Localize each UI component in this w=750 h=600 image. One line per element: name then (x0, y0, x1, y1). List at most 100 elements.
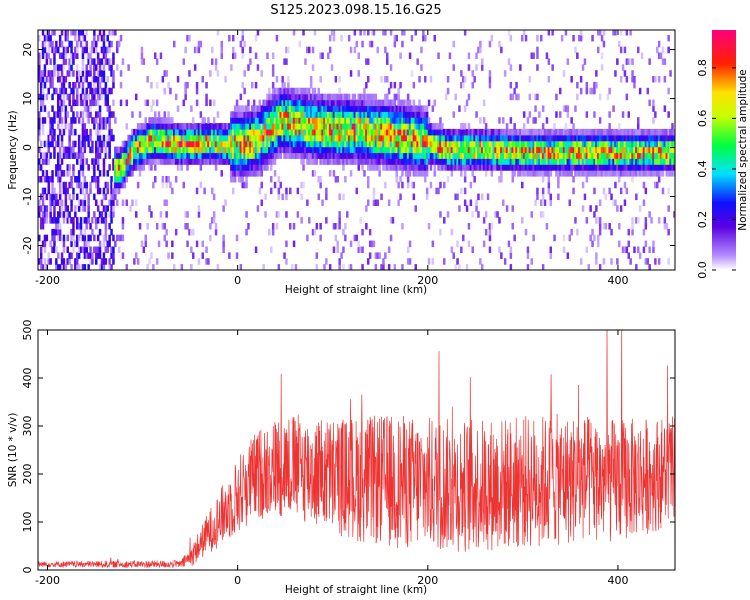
heatmap-cell (652, 246, 655, 253)
heatmap-cell (273, 87, 277, 95)
heatmap-cell (91, 58, 94, 65)
heatmap-cell (38, 146, 41, 154)
heatmap-cell (450, 134, 454, 142)
heatmap-cell (230, 164, 233, 171)
heatmap-cell (98, 252, 102, 259)
heatmap-cell (663, 140, 667, 148)
heatmap-cell (414, 152, 417, 159)
heatmap-cell (583, 58, 587, 65)
heatmap-cell (564, 146, 568, 154)
heatmap-cell (646, 140, 649, 148)
heatmap-cell (41, 199, 45, 206)
heatmap-cell (45, 76, 49, 83)
heatmap-cell (167, 111, 170, 118)
heatmap-cell (458, 146, 461, 154)
heatmap-cell (315, 146, 319, 154)
heatmap-cell (62, 76, 66, 83)
heatmap-cell (53, 187, 56, 195)
heatmap-cell (64, 58, 68, 65)
heatmap-cell (330, 99, 334, 107)
heatmap-cell (591, 128, 594, 136)
heatmap-cell (62, 170, 66, 177)
heatmap-cell (77, 146, 81, 154)
heatmap-cell (241, 117, 244, 124)
heatmap-cell (300, 152, 303, 159)
heatmap-cell (152, 140, 155, 148)
heatmap-cell (102, 117, 106, 124)
heatmap-cell (95, 87, 98, 95)
heatmap-cell (123, 181, 127, 189)
heatmap-cell (635, 170, 638, 177)
heatmap-cell (488, 70, 492, 77)
heatmap-cell (456, 134, 459, 142)
heatmap-cell (540, 34, 543, 42)
heatmap-cell (214, 152, 218, 159)
heatmap-cell (372, 193, 376, 201)
heatmap-cell (405, 134, 408, 142)
heatmap-cell (408, 128, 412, 136)
heatmap-cell (155, 134, 159, 142)
heatmap-cell (95, 246, 98, 253)
heatmap-cell (536, 158, 539, 165)
heatmap-cell (321, 199, 324, 206)
heatmap-cell (433, 164, 436, 171)
heatmap-cell (58, 99, 62, 107)
heatmap-cell (68, 128, 71, 136)
heatmap-cell (93, 34, 96, 42)
heatmap-cell (150, 128, 153, 136)
heatmap-cell (197, 123, 201, 130)
heatmap-cell (319, 134, 322, 142)
heatmap-cell (650, 170, 653, 177)
heatmap-cell (214, 164, 218, 171)
heatmap-cell (277, 105, 281, 112)
heatmap-cell (635, 193, 638, 201)
heatmap-cell (96, 123, 100, 130)
heatmap-cell (446, 87, 450, 95)
heatmap-cell (393, 105, 397, 112)
heatmap-cell (463, 170, 467, 177)
heatmap-cell (58, 164, 62, 171)
heatmap-cell (294, 152, 298, 159)
heatmap-cell (64, 146, 68, 154)
heatmap-cell (344, 111, 347, 118)
heatmap-cell (425, 105, 429, 112)
heatmap-cell (102, 30, 106, 36)
heatmap-cell (264, 123, 267, 130)
heatmap-cell (211, 134, 214, 142)
heatmap-cell (576, 52, 579, 59)
heatmap-cell (83, 140, 87, 148)
heatmap-cell (184, 140, 187, 148)
heatmap-cell (509, 34, 513, 42)
heatmap-cell (233, 146, 237, 154)
heatmap-cell (359, 246, 362, 253)
heatmap-cell (283, 81, 286, 89)
heatmap-cell (443, 164, 446, 171)
heatmap-cell (433, 170, 436, 177)
heatmap-cell (448, 164, 452, 171)
heatmap-cell (513, 152, 516, 159)
heatmap-cell (353, 234, 357, 242)
heatmap-cell (505, 164, 509, 171)
heatmap-cell (47, 40, 50, 48)
heatmap-cell (91, 93, 94, 101)
heatmap-cell (547, 176, 551, 183)
heatmap-cell (38, 64, 41, 71)
heatmap-cell (260, 146, 263, 154)
heatmap-cell (211, 46, 214, 54)
heatmap-cell (473, 164, 476, 171)
heatmap-cell (163, 117, 166, 124)
heatmap-cell (619, 140, 623, 148)
heatmap-cell (545, 146, 549, 154)
heatmap-cell (642, 164, 646, 171)
heatmap-cell (302, 181, 305, 189)
heatmap-cell (85, 64, 88, 71)
heatmap-cell (165, 70, 168, 77)
heatmap-cell (277, 128, 281, 136)
heatmap-cell (79, 158, 83, 165)
heatmap-cell (589, 170, 592, 177)
heatmap-cell (77, 170, 81, 177)
heatmap-cell (49, 117, 52, 124)
heatmap-cell (47, 140, 50, 148)
heatmap-cell (260, 128, 263, 136)
heatmap-cell (382, 111, 385, 118)
